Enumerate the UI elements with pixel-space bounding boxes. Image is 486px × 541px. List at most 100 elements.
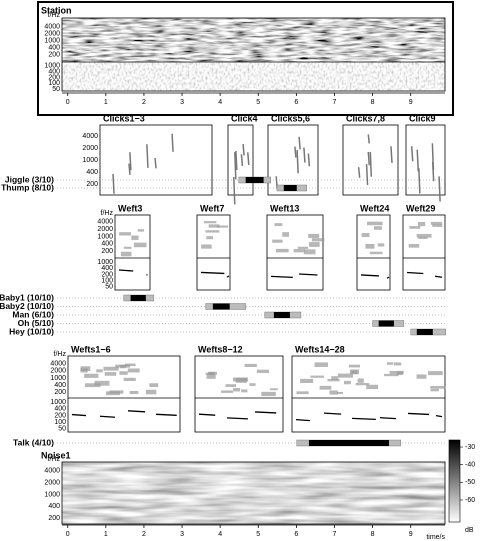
weft-energy	[104, 372, 117, 376]
panel-frame	[227, 124, 254, 196]
weft-energy	[430, 221, 443, 225]
click-energy	[294, 146, 297, 158]
freq-tick-label: 2000	[82, 145, 98, 152]
weft-energy	[393, 362, 402, 366]
time-tick-label: 9	[409, 531, 413, 538]
panel-frame	[267, 124, 319, 196]
panel-title: Click9	[409, 113, 436, 123]
weft-energy	[225, 384, 237, 387]
freq-tick-label: 400	[48, 503, 60, 510]
weft-energy	[205, 230, 220, 233]
time-axis-label: time/s	[426, 534, 445, 541]
weft-period	[99, 415, 116, 418]
panel-title: Weft13	[270, 203, 299, 213]
station-frame	[37, 1, 454, 116]
weft-energy	[369, 251, 383, 255]
freq-tick-label: 1000	[44, 37, 60, 44]
click-energy	[438, 176, 441, 202]
freq-tick-label: 400	[48, 44, 60, 51]
freq-tick-label: 1000	[50, 375, 66, 382]
panel-frame	[114, 214, 151, 291]
panel-frame	[61, 461, 446, 525]
freq-tick-label: 200	[54, 412, 66, 419]
weft-energy	[84, 373, 99, 378]
weft-energy	[377, 243, 385, 247]
weft-energy	[373, 226, 382, 230]
weft-energy	[217, 225, 228, 228]
time-tick-label: 4	[218, 531, 222, 538]
weft-energy	[310, 375, 324, 378]
time-tick-label: 3	[180, 531, 184, 538]
click-energy	[146, 144, 149, 168]
weft-energy	[311, 238, 325, 242]
weft-energy	[206, 374, 216, 379]
freq-tick-label: 400	[54, 382, 66, 389]
time-tick-label: 2	[142, 531, 146, 538]
click-energy	[367, 151, 371, 166]
weft-period	[295, 418, 311, 422]
weft-energy	[119, 371, 128, 375]
track-core	[416, 329, 433, 335]
weft-energy	[256, 369, 269, 373]
click-energy	[357, 167, 361, 178]
weft-period	[198, 413, 216, 416]
freq-tick-label: 4000	[44, 23, 60, 30]
weft-energy	[348, 364, 361, 368]
time-tick-label: 4	[218, 99, 222, 106]
weft-energy	[432, 224, 443, 227]
weft-energy	[416, 233, 432, 238]
freq-axis-label: f/Hz	[48, 456, 61, 463]
weft-energy	[304, 249, 316, 255]
time-tick-label: 7	[333, 531, 337, 538]
weft-energy	[221, 390, 234, 393]
freq-tick-label: 100	[48, 80, 60, 87]
freq-tick-label: 2000	[97, 226, 113, 233]
weft-energy	[127, 368, 140, 373]
click-energy	[112, 173, 115, 194]
weft-period	[386, 276, 390, 279]
freq-tick-label: 1000	[97, 259, 113, 266]
weft-energy	[205, 372, 213, 376]
panel-title: Weft3	[118, 203, 142, 213]
freq-tick-label: 4000	[50, 360, 66, 367]
colorbar-tick-label: -40	[465, 462, 475, 469]
panel-frame	[99, 124, 213, 196]
weft-period	[298, 273, 318, 276]
weft-energy	[96, 369, 103, 373]
weft-energy	[233, 377, 248, 382]
track-label: Baby2 (10/10)	[0, 301, 54, 311]
weft-energy	[208, 224, 220, 228]
time-tick-label: 1	[104, 531, 108, 538]
weft-energy	[274, 223, 283, 227]
weft-energy	[244, 363, 257, 368]
freq-tick-label: 1000	[97, 233, 113, 240]
time-tick-label: 9	[409, 99, 413, 106]
weft-energy	[329, 390, 338, 395]
weft-energy	[386, 362, 394, 365]
weft-energy	[276, 248, 289, 253]
weft-energy	[327, 378, 340, 382]
weft-energy	[105, 391, 121, 396]
weft-energy	[293, 249, 305, 253]
weft-period	[155, 413, 177, 416]
time-tick-label: 6	[294, 531, 298, 538]
weft-period	[226, 417, 248, 420]
freq-tick-label: 200	[86, 181, 98, 188]
weft-period	[434, 275, 443, 278]
weft-energy	[361, 233, 370, 238]
freq-tick-label: 200	[48, 515, 60, 522]
time-tick-label: 1	[104, 99, 108, 106]
weft-energy	[366, 384, 379, 390]
weft-energy	[365, 243, 375, 249]
freq-tick-label: 200	[101, 271, 113, 278]
panel-title: Noise1	[41, 450, 71, 460]
time-tick-label: 8	[371, 531, 375, 538]
weft-energy	[209, 371, 218, 375]
freq-tick-label: 200	[48, 74, 60, 81]
track-core	[273, 312, 290, 318]
click-energy	[298, 136, 301, 150]
track-core	[130, 295, 146, 301]
weft-period	[351, 417, 376, 421]
freq-tick-label: 100	[101, 278, 113, 285]
weft-energy	[241, 389, 248, 393]
